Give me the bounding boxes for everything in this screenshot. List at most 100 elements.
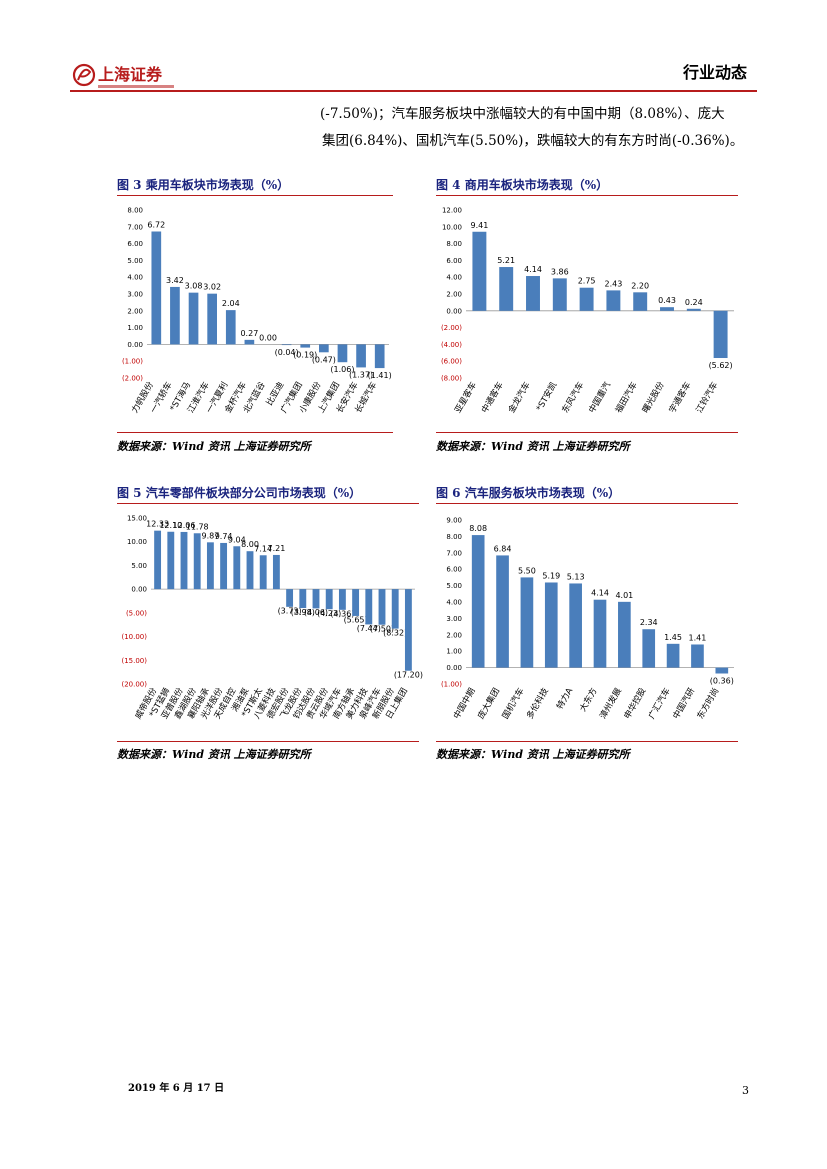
fig3-bar <box>151 231 162 345</box>
fig3-ytick-label: 3.00 <box>127 291 143 299</box>
fig5-bar <box>220 542 228 590</box>
fig4-bottom-rule <box>436 432 738 433</box>
fig3-ytick-label: 1.00 <box>127 324 143 332</box>
fig5-ytick-label: 10.00 <box>127 538 147 546</box>
fig3-data-label: (1.41) <box>368 371 392 380</box>
fig4-svg: 12.00 10.00 8.00 6.00 4.00 2.00 0.00 (2.00) (4.0… <box>441 207 734 415</box>
fig5-ytick-label: 5.00 <box>131 562 147 570</box>
fig5-ytick-label: (10.00) <box>121 633 147 641</box>
fig6-category-label: 中国汽研 <box>671 686 698 721</box>
fig5-ytick-label: 15.00 <box>127 515 147 523</box>
fig6-data-label: (0.36) <box>710 677 734 686</box>
fig4-bar <box>686 308 701 311</box>
fig6-category-label: 庞大集团 <box>476 686 503 721</box>
fig4-data-label: 5.21 <box>497 256 515 265</box>
fig3-bar <box>188 292 199 345</box>
fig6-data-label: 2.34 <box>640 618 658 627</box>
fig6-data-label: 4.01 <box>615 591 633 600</box>
fig6-category-label: 申华控股 <box>622 686 649 721</box>
fig4-ytick-label: 10.00 <box>442 223 462 231</box>
fig5-data-label: (5.65) <box>344 616 368 625</box>
fig4-category-label: 亚星客车 <box>452 380 479 415</box>
fig5-bar <box>259 555 267 590</box>
fig4-category-label: 金龙汽车 <box>506 380 533 415</box>
fig6-category-label: 广汇汽车 <box>646 686 673 721</box>
fig4-data-label: (5.62) <box>709 361 733 370</box>
fig4-data-label: 2.43 <box>604 279 622 288</box>
fig3-bottom-rule <box>117 432 393 433</box>
fig3-bar <box>170 286 180 345</box>
fig6-data-label: 1.45 <box>664 633 682 642</box>
fig5-bottom-rule <box>117 741 419 742</box>
logo-text: 上海证券 <box>98 65 163 84</box>
fig4-bar <box>499 267 514 311</box>
fig4-chart: 12.00 10.00 8.00 6.00 4.00 2.00 0.00 (2.00) (4.0… <box>436 198 738 428</box>
fig4-data-label: 2.20 <box>631 281 649 290</box>
fig6-category-label: 多伦科技 <box>524 686 551 721</box>
fig5-bar <box>286 589 294 607</box>
fig3-bar <box>337 344 348 363</box>
fig3-data-label: (1.37) <box>349 370 373 379</box>
fig5-data-label: (17.20) <box>394 671 423 680</box>
fig3-data-label: 6.72 <box>147 221 165 230</box>
fig5-bar <box>391 589 399 629</box>
fig6-ytick-label: 1.00 <box>446 648 462 656</box>
fig6-data-label: 5.50 <box>518 566 536 575</box>
fig5-data-label: 12.10 <box>159 521 182 530</box>
fig4-category-label: 曙光股份 <box>640 380 667 415</box>
fig4-ytick-label: 12.00 <box>442 207 462 215</box>
fig5-top-rule <box>117 503 419 504</box>
fig5-bar <box>272 554 280 590</box>
fig4-data-label: 2.75 <box>578 277 596 286</box>
fig4-bar <box>633 292 648 311</box>
fig5-bar <box>365 589 373 625</box>
fig5-data-label: 9.74 <box>215 532 233 541</box>
fig4-bar <box>526 276 540 311</box>
fig4-category-label: 中通客车 <box>479 380 506 415</box>
fig6-data-label: 5.19 <box>542 571 560 580</box>
fig4-ytick-label: 4.00 <box>446 274 462 282</box>
fig5-data-label: (4.23) <box>317 609 341 618</box>
fig3-bar <box>300 344 311 348</box>
fig5-data-label: (3.98) <box>291 608 315 617</box>
fig5-bar <box>378 589 386 625</box>
fig5-ytick-label: (15.00) <box>121 657 147 665</box>
fig5-bar <box>404 589 412 671</box>
fig4-ytick-label: 0.00 <box>446 307 462 315</box>
fig6-bar <box>642 629 656 668</box>
fig4-category-label: 宇通客车 <box>667 380 694 415</box>
fig6-source: 数据来源：Wind 资讯 上海证券研究所 <box>436 748 630 761</box>
fig3-data-label: 0.27 <box>240 329 258 338</box>
fig5-bar <box>338 589 346 610</box>
fig5-data-label: 9.04 <box>228 535 246 544</box>
fig3-ytick-label: 5.00 <box>127 257 143 265</box>
fig6-ytick-label: 0.00 <box>446 664 462 672</box>
fig5-bar <box>325 589 333 610</box>
fig6-data-label: 6.84 <box>494 544 512 553</box>
fig4-category-label: *ST安凯 <box>534 380 560 414</box>
fig4-data-label: 9.41 <box>470 221 488 230</box>
fig4-category-label: 中国重汽 <box>586 380 613 415</box>
fig5-bar <box>180 531 188 590</box>
fig5-bar <box>193 533 201 590</box>
fig3-bar <box>319 344 329 353</box>
fig5-data-label: 12.06 <box>173 521 196 530</box>
page-number: 3 <box>742 1084 749 1097</box>
fig6-ytick-label: 5.00 <box>446 582 462 590</box>
fig5-source: 数据来源：Wind 资讯 上海证券研究所 <box>117 748 311 761</box>
fig3-ytick-label: 4.00 <box>127 274 143 282</box>
fig5-bar <box>167 531 175 590</box>
fig3-title: 图 3 乘用车板块市场表现（%） <box>117 178 290 192</box>
fig6-bar <box>471 535 485 668</box>
fig3-ytick-label: 6.00 <box>127 240 143 248</box>
fig4-bar <box>713 310 728 359</box>
fig6-bar <box>544 582 558 668</box>
fig4-ytick-label: (4.00) <box>441 341 462 349</box>
fig4-category-label: 东风汽车 <box>560 380 587 415</box>
fig3-data-label: (0.04) <box>275 348 299 357</box>
fig5-ytick-label: 0.00 <box>131 586 147 594</box>
fig5-data-label: (3.73) <box>278 607 302 616</box>
fig6-ytick-label: (1.00) <box>441 681 462 689</box>
fig5-data-label: (4.36) <box>330 610 354 619</box>
fig3-data-label: (0.19) <box>293 351 317 360</box>
